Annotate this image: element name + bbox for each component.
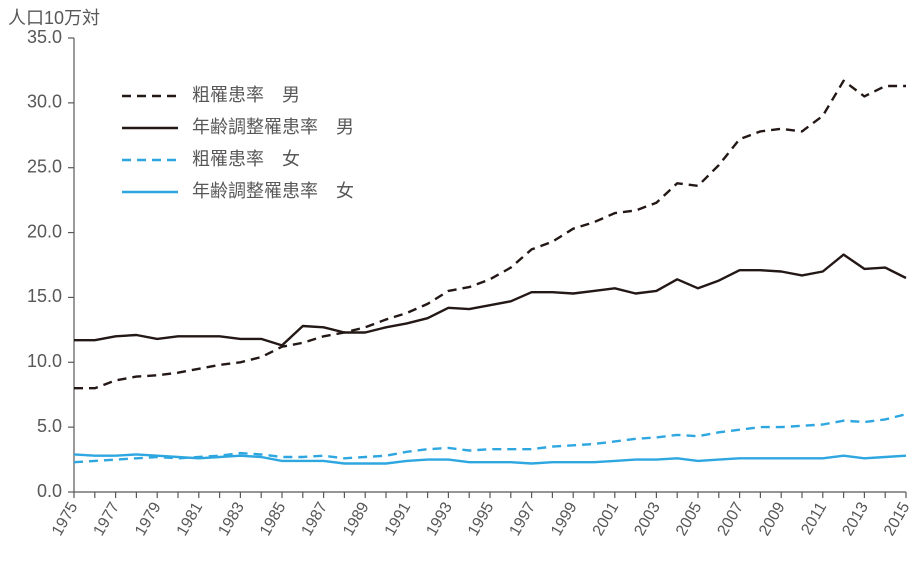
series-age_adj_male [74, 255, 906, 346]
y-tick-label: 30.0 [27, 92, 62, 112]
x-tick-label: 1989 [340, 499, 373, 538]
x-tick-label: 2009 [756, 499, 789, 538]
legend-label: 粗罹患率 女 [192, 149, 300, 169]
x-tick-label: 1987 [299, 499, 332, 538]
x-tick-label: 1991 [382, 499, 415, 538]
y-tick-label: 20.0 [27, 221, 62, 241]
y-tick-label: 10.0 [27, 351, 62, 371]
x-tick-label: 1999 [548, 499, 581, 538]
x-tick-label: 2001 [590, 499, 623, 538]
x-tick-label: 1983 [215, 499, 248, 538]
x-tick-label: 2003 [631, 499, 664, 538]
x-tick-label: 1977 [91, 499, 124, 538]
x-tick-label: 1997 [507, 499, 540, 538]
chart-container: 人口10万対 0.05.010.015.020.025.030.035.0197… [0, 0, 920, 570]
x-tick-label: 1993 [423, 499, 456, 538]
y-tick-label: 0.0 [37, 481, 62, 501]
y-tick-label: 15.0 [27, 286, 62, 306]
y-tick-label: 5.0 [37, 416, 62, 436]
series-age_adj_female [74, 454, 906, 463]
x-tick-label: 2015 [881, 499, 914, 538]
x-tick-label: 1995 [465, 499, 498, 538]
x-tick-label: 2011 [798, 499, 830, 537]
legend-label: 年齢調整罹患率 男 [192, 117, 354, 137]
x-tick-label: 1981 [174, 499, 207, 538]
y-axis-title: 人口10万対 [8, 4, 100, 30]
legend-label: 粗罹患率 男 [192, 85, 300, 105]
line-chart: 0.05.010.015.020.025.030.035.01975197719… [0, 0, 920, 570]
x-tick-label: 1985 [257, 499, 290, 538]
x-tick-label: 2007 [715, 499, 748, 538]
x-tick-label: 1975 [49, 499, 82, 538]
x-tick-label: 2013 [839, 499, 872, 538]
legend-label: 年齢調整罹患率 女 [192, 181, 354, 201]
x-tick-label: 2005 [673, 499, 706, 538]
y-tick-label: 25.0 [27, 156, 62, 176]
x-tick-label: 1979 [132, 499, 165, 538]
series-crude_female [74, 414, 906, 462]
